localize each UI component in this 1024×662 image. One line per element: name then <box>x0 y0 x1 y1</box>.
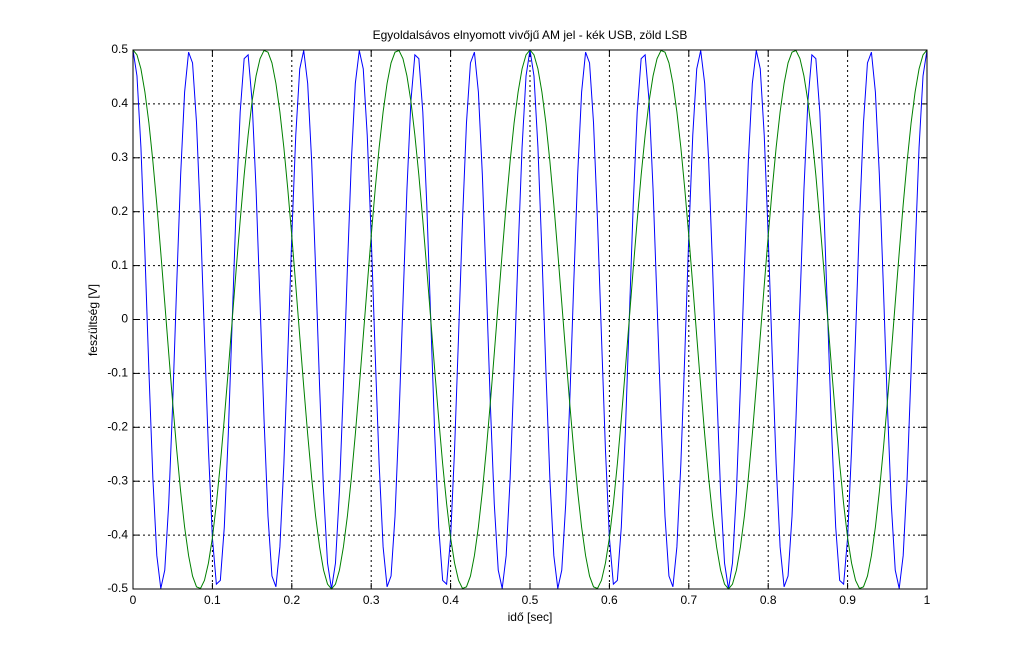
y-tick-label: 0.4 <box>111 96 128 110</box>
y-tick-label: -0.4 <box>107 527 128 541</box>
y-tick-label: -0.2 <box>107 419 128 433</box>
y-tick-label: -0.5 <box>107 581 128 595</box>
x-tick-label: 0 <box>130 593 137 607</box>
y-tick-label: 0.2 <box>111 204 128 218</box>
x-tick-label: 0.2 <box>283 593 300 607</box>
y-tick-label: 0.5 <box>111 42 128 56</box>
x-tick-label: 0.1 <box>204 593 221 607</box>
y-tick-label: 0.3 <box>111 150 128 164</box>
y-tick-label: -0.3 <box>107 473 128 487</box>
x-axis-label: idő [sec] <box>508 610 553 624</box>
chart-title: Egyoldalsávos elnyomott vivőjű AM jel - … <box>373 28 688 42</box>
y-tick-label: -0.1 <box>107 366 128 380</box>
x-tick-label: 0.8 <box>760 593 777 607</box>
x-tick-label: 0.9 <box>839 593 856 607</box>
y-tick-label: 0.1 <box>111 258 128 272</box>
x-tick-label: 0.3 <box>363 593 380 607</box>
y-axis-label: feszültség [V] <box>86 284 100 356</box>
x-tick-label: 0.5 <box>522 593 539 607</box>
axes-box <box>132 49 928 590</box>
x-tick-label: 0.6 <box>601 593 618 607</box>
x-tick-label: 0.7 <box>680 593 697 607</box>
y-tick-label: 0 <box>121 312 128 326</box>
x-tick-label: 1 <box>924 593 931 607</box>
x-tick-label: 0.4 <box>442 593 459 607</box>
